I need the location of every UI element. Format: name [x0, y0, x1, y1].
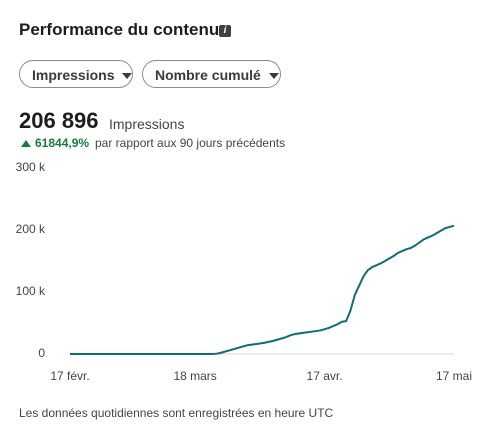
- chart: 0 100 k 200 k 300 k 17 févr. 18 mars 17 avr. 17…: [16, 160, 472, 383]
- footnote: Les données quotidiennes sont enregistré…: [19, 406, 334, 420]
- comparison: par rapport aux 90 jours précédents: [95, 136, 286, 150]
- x-tick-label: 18 mars: [173, 369, 216, 383]
- x-tick-label: 17 févr.: [50, 369, 89, 383]
- y-tick-label: 200 k: [16, 222, 46, 236]
- caret: [268, 73, 279, 80]
- dropdown-label: Nombre cumulé: [155, 67, 261, 83]
- mode-dropdown[interactable]: Nombre cumulé: [142, 60, 281, 88]
- info-icon[interactable]: i: [219, 25, 231, 37]
- caret: [122, 73, 133, 80]
- y-tick-label: 300 k: [16, 160, 46, 174]
- total: 206 896: [19, 108, 99, 133]
- metric-label: Impressions: [109, 116, 185, 132]
- x-tick-label: 17 mai: [436, 369, 472, 383]
- dropdown-label: Impressions: [32, 67, 115, 83]
- y-tick-label: 0: [38, 346, 45, 360]
- line: [70, 224, 455, 355]
- metric-dropdown[interactable]: Impressions: [19, 60, 133, 88]
- up-arrow: [21, 140, 31, 147]
- y-tick-label: 100 k: [16, 284, 46, 298]
- change: 61844,9%: [35, 136, 90, 150]
- x-tick-label: 17 avr.: [307, 369, 343, 383]
- title: Performance du contenu: [19, 20, 220, 39]
